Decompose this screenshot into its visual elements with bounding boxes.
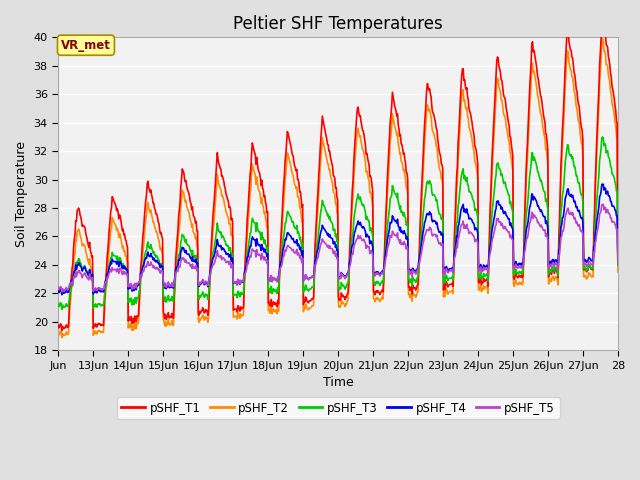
pSHF_T5 [397,237,404,242]
Line: pSHF_T2: pSHF_T2 [58,38,618,337]
pSHF_T3 [121,263,129,268]
pSHF_T1 [54,322,62,328]
pSHF_T3 [252,220,259,226]
pSHF_T5 [121,269,129,275]
pSHF_T3 [614,262,621,268]
pSHF_T4 [54,288,62,293]
pSHF_T4 [252,237,259,243]
pSHF_T5 [58,289,66,295]
pSHF_T1 [252,152,259,157]
X-axis label: Time: Time [323,376,353,389]
pSHF_T1 [397,132,404,137]
pSHF_T2 [614,269,621,275]
pSHF_T3 [598,134,606,140]
pSHF_T2 [54,329,62,335]
pSHF_T5 [54,285,62,290]
pSHF_T1 [614,262,621,268]
pSHF_T3 [223,243,231,249]
Title: Peltier SHF Temperatures: Peltier SHF Temperatures [233,15,443,33]
pSHF_T5 [600,202,607,207]
pSHF_T4 [428,216,436,222]
pSHF_T5 [614,259,621,265]
pSHF_T3 [273,287,280,293]
pSHF_T4 [598,181,606,187]
pSHF_T4 [614,255,621,261]
pSHF_T1 [428,104,436,109]
pSHF_T5 [428,231,436,237]
pSHF_T1 [598,14,606,20]
pSHF_T1 [273,300,280,306]
pSHF_T5 [252,248,259,254]
pSHF_T4 [223,252,231,257]
pSHF_T2 [252,172,259,178]
pSHF_T2 [598,36,606,41]
Text: VR_met: VR_met [61,39,111,52]
pSHF_T2 [223,214,231,219]
pSHF_T2 [428,123,436,129]
Line: pSHF_T5: pSHF_T5 [58,204,618,292]
pSHF_T2 [121,248,129,253]
pSHF_T2 [273,307,280,313]
pSHF_T3 [54,301,62,307]
pSHF_T5 [223,259,231,265]
pSHF_T4 [273,276,280,282]
pSHF_T1 [58,328,66,334]
pSHF_T3 [428,189,436,195]
pSHF_T4 [397,225,404,230]
pSHF_T5 [273,276,280,282]
Line: pSHF_T1: pSHF_T1 [58,17,618,331]
pSHF_T2 [397,150,404,156]
Line: pSHF_T4: pSHF_T4 [58,184,618,295]
pSHF_T4 [58,292,66,298]
pSHF_T3 [397,203,404,208]
pSHF_T2 [58,335,66,340]
pSHF_T1 [121,231,129,237]
pSHF_T4 [121,264,129,269]
Line: pSHF_T3: pSHF_T3 [58,137,618,309]
pSHF_T1 [223,196,231,202]
Legend: pSHF_T1, pSHF_T2, pSHF_T3, pSHF_T4, pSHF_T5: pSHF_T1, pSHF_T2, pSHF_T3, pSHF_T4, pSHF… [116,397,559,419]
Y-axis label: Soil Temperature: Soil Temperature [15,141,28,247]
pSHF_T3 [58,306,66,312]
